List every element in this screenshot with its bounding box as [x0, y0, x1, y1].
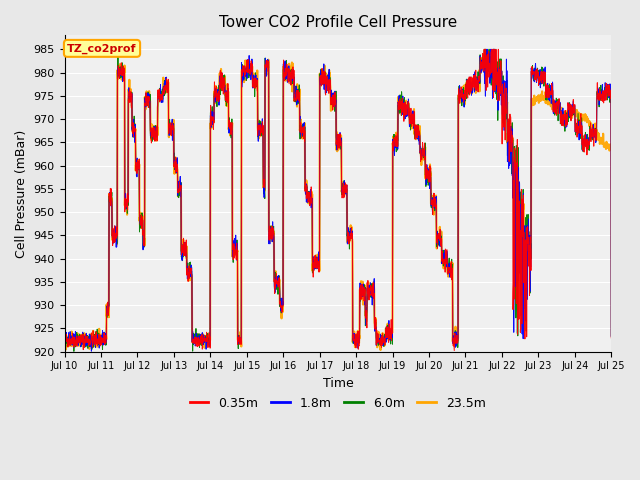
Text: TZ_co2prof: TZ_co2prof [67, 43, 137, 53]
Y-axis label: Cell Pressure (mBar): Cell Pressure (mBar) [15, 129, 28, 258]
Title: Tower CO2 Profile Cell Pressure: Tower CO2 Profile Cell Pressure [219, 15, 457, 30]
X-axis label: Time: Time [323, 377, 353, 390]
Legend: 0.35m, 1.8m, 6.0m, 23.5m: 0.35m, 1.8m, 6.0m, 23.5m [185, 392, 491, 415]
